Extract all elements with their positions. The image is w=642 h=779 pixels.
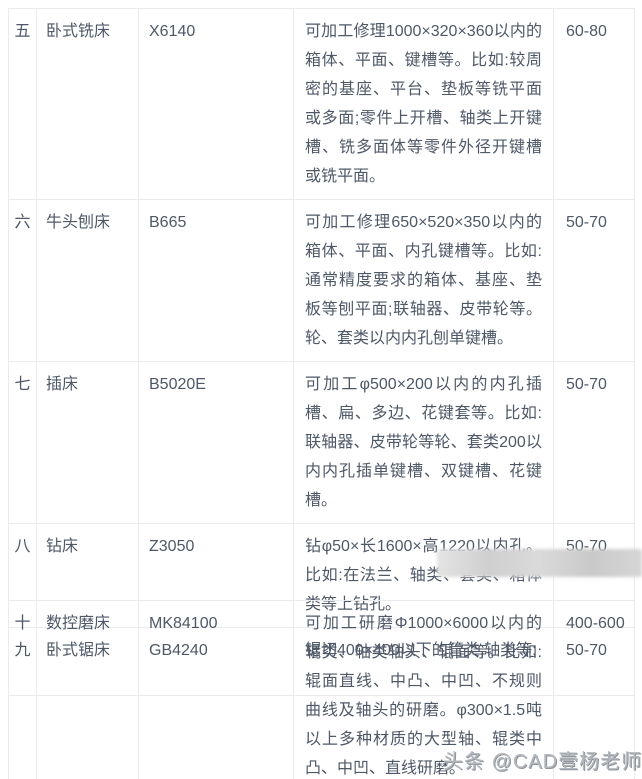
machine-model: MK84100 <box>138 600 294 779</box>
rate-range: 60-80 <box>553 8 635 200</box>
machine-capability-description: 可加工φ500×200以内的内孔插槽、扁、多边、花键套等。比如:联轴器、皮带轮等… <box>293 361 554 524</box>
machine-capability-description: 可加工修理650×520×350以内的箱体、平面、内孔键槽等。比如:通常精度要求… <box>293 199 554 362</box>
toutiao-author-watermark: 头条 @CAD壹杨老师 <box>443 751 642 773</box>
machine-tools-table-upper: 五 卧式铣床 X6140 可加工修理1000×320×360以内的箱体、平面、键… <box>8 8 635 696</box>
machine-name: 插床 <box>36 361 139 524</box>
machine-model: B5020E <box>138 361 294 524</box>
machine-capability-description: 可加工研磨Φ1000×6000以内的辊类、轴类轴头、辊面等。比如:辊面直线、中凸… <box>293 600 554 779</box>
machine-tools-table-lower: 十 数控磨床 MK84100 可加工研磨Φ1000×6000以内的辊类、轴类轴头… <box>8 600 635 779</box>
rate-range: 50-70 <box>553 199 635 362</box>
machine-model: X6140 <box>138 8 294 200</box>
machine-model: B665 <box>138 199 294 362</box>
machine-name: 卧式铣床 <box>36 8 139 200</box>
row-number: 七 <box>8 361 37 524</box>
table-row: 十 数控磨床 MK84100 可加工研磨Φ1000×6000以内的辊类、轴类轴头… <box>8 600 635 779</box>
row-number: 五 <box>8 8 37 200</box>
table-row: 六 牛头刨床 B665 可加工修理650×520×350以内的箱体、平面、内孔键… <box>8 199 635 362</box>
machine-name: 数控磨床 <box>36 600 139 779</box>
rate-range: 50-70 <box>553 361 635 524</box>
row-number: 十 <box>8 600 37 779</box>
rate-range: 400-600 <box>553 600 635 779</box>
table-row: 五 卧式铣床 X6140 可加工修理1000×320×360以内的箱体、平面、键… <box>8 8 635 200</box>
row-number: 六 <box>8 199 37 362</box>
blurred-watermark-band <box>437 549 642 577</box>
machine-name: 牛头刨床 <box>36 199 139 362</box>
table-row: 七 插床 B5020E 可加工φ500×200以内的内孔插槽、扁、多边、花键套等… <box>8 361 635 524</box>
machine-capability-description: 可加工修理1000×320×360以内的箱体、平面、键槽等。比如:较周密的基座、… <box>293 8 554 200</box>
